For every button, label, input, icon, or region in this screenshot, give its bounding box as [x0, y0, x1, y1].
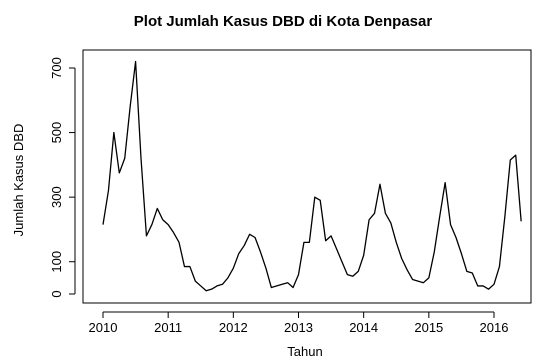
x-tick-label: 2015: [414, 320, 443, 335]
plot-area: [82, 49, 532, 304]
plot-frame: [82, 49, 532, 304]
x-tick-label: 2013: [284, 320, 313, 335]
x-tick-label: 2016: [480, 320, 509, 335]
x-tick-label: 2010: [89, 320, 118, 335]
y-tick-label: 700: [49, 57, 64, 79]
y-tick-label: 300: [49, 186, 64, 208]
y-tick-label: 500: [49, 122, 64, 144]
chart-title: Plot Jumlah Kasus DBD di Kota Denpasar: [134, 13, 433, 30]
x-tick-label: 2014: [349, 320, 378, 335]
series-line: [102, 60, 522, 292]
x-tick-label: 2012: [219, 320, 248, 335]
y-axis-label: Jumlah Kasus DBD: [11, 124, 26, 237]
y-axis: 0 100 300 500 700: [49, 57, 76, 298]
x-tick-label: 2011: [154, 320, 182, 335]
x-axis: 2010 2011 2012 2013 2014 2015 2016: [89, 311, 509, 335]
y-tick-label: 100: [49, 251, 64, 273]
x-axis-label: Tahun: [287, 344, 322, 359]
y-tick-label: 0: [49, 290, 64, 297]
